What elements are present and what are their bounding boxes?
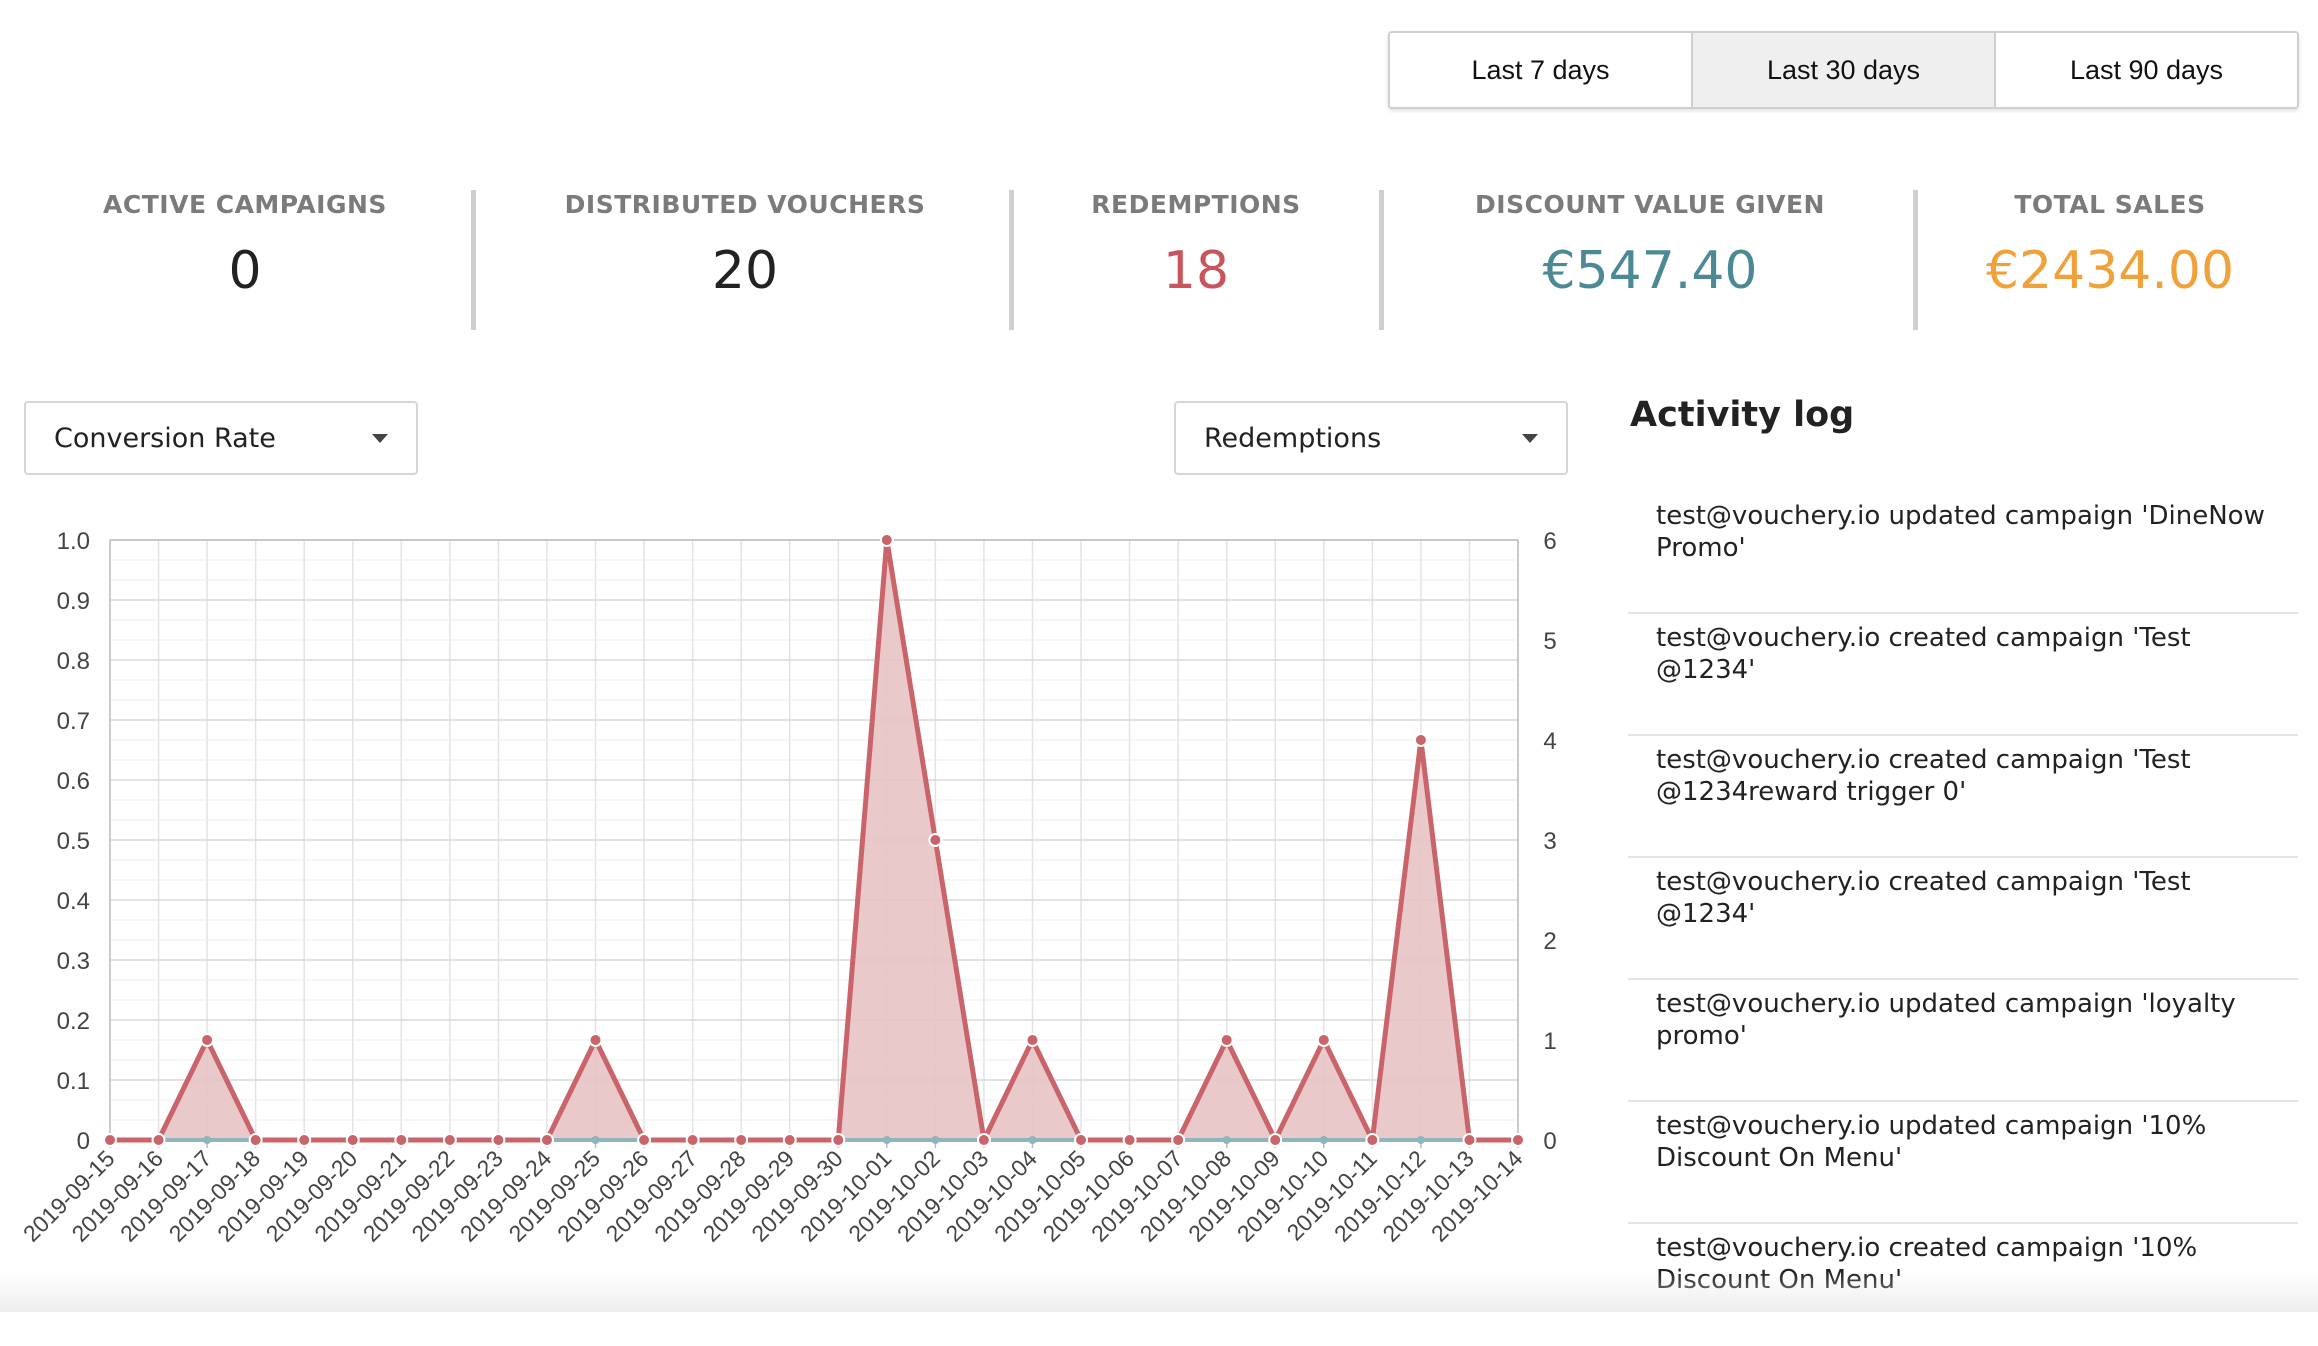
stat-value: 0 bbox=[228, 241, 262, 301]
redemptions-point bbox=[394, 1133, 409, 1147]
stat-label: TOTAL SALES bbox=[2014, 190, 2206, 219]
redemptions-point bbox=[1025, 1033, 1040, 1047]
left-axis-tick-label: 0.5 bbox=[57, 828, 90, 855]
stat-distributed-vouchers: DISTRIBUTED VOUCHERS 20 bbox=[540, 190, 950, 301]
conversion-rate-point bbox=[882, 1136, 891, 1144]
redemptions-point bbox=[297, 1133, 312, 1147]
conversion-rate-point bbox=[203, 1136, 212, 1144]
stat-divider bbox=[1009, 190, 1014, 330]
stat-label: DISTRIBUTED VOUCHERS bbox=[564, 190, 926, 219]
stat-divider bbox=[1913, 190, 1918, 330]
conversion-rate-point bbox=[1416, 1136, 1425, 1144]
activity-log-item: test@vouchery.io updated campaign '10% D… bbox=[1628, 1102, 2298, 1224]
right-axis-tick-label: 2 bbox=[1543, 928, 1556, 955]
right-axis-tick-label: 4 bbox=[1543, 728, 1556, 755]
redemptions-point bbox=[103, 1133, 117, 1147]
stat-label: ACTIVE CAMPAIGNS bbox=[103, 190, 387, 219]
redemptions-point bbox=[734, 1133, 749, 1147]
left-metric-select[interactable]: Conversion Rate bbox=[24, 401, 418, 475]
stat-label: REDEMPTIONS bbox=[1091, 190, 1301, 219]
conversion-rate-point bbox=[591, 1136, 600, 1144]
redemptions-point bbox=[1413, 733, 1428, 747]
conversion-rate-point bbox=[1222, 1136, 1231, 1144]
right-axis-tick-label: 6 bbox=[1543, 528, 1556, 555]
redemptions-point bbox=[1511, 1133, 1525, 1147]
activity-log-item: test@vouchery.io created campaign 'Test … bbox=[1628, 858, 2298, 980]
stat-divider bbox=[471, 190, 476, 330]
activity-log: Activity log test@vouchery.io updated ca… bbox=[1628, 395, 2298, 1295]
right-metric-select[interactable]: Redemptions bbox=[1174, 401, 1568, 475]
redemptions-point bbox=[1219, 1033, 1234, 1047]
left-metric-select-value: Conversion Rate bbox=[54, 422, 276, 454]
stat-value: 18 bbox=[1162, 241, 1230, 301]
redemptions-point bbox=[879, 533, 894, 547]
right-axis-tick-label: 0 bbox=[1543, 1128, 1556, 1155]
stat-active-campaigns: ACTIVE CAMPAIGNS 0 bbox=[40, 190, 450, 301]
right-axis-tick-label: 5 bbox=[1543, 628, 1556, 655]
redemptions-point bbox=[1316, 1033, 1331, 1047]
left-axis-tick-label: 0.2 bbox=[57, 1008, 90, 1035]
left-axis-tick-label: 0.8 bbox=[57, 648, 90, 675]
redemptions-point bbox=[1365, 1133, 1380, 1147]
stats-row: ACTIVE CAMPAIGNS 0 DISTRIBUTED VOUCHERS … bbox=[0, 190, 2318, 330]
redemptions-line bbox=[110, 537, 1518, 1143]
left-axis-tick-label: 0.7 bbox=[57, 708, 90, 735]
activity-log-item: test@vouchery.io created campaign 'Test … bbox=[1628, 614, 2298, 736]
redemptions-point bbox=[928, 833, 943, 847]
stat-divider bbox=[1379, 190, 1384, 330]
redemptions-point bbox=[782, 1133, 797, 1147]
redemptions-point bbox=[539, 1133, 554, 1147]
redemptions-point bbox=[685, 1133, 700, 1147]
redemptions-chart: 00.10.20.30.40.50.60.70.80.91.0012345620… bbox=[18, 528, 1557, 1247]
redemptions-point bbox=[1074, 1133, 1089, 1147]
activity-log-item: test@vouchery.io updated campaign 'loyal… bbox=[1628, 980, 2298, 1102]
right-axis-tick-label: 3 bbox=[1543, 828, 1556, 855]
conversion-rate-point bbox=[931, 1136, 940, 1144]
activity-log-item: test@vouchery.io created campaign 'Test … bbox=[1628, 736, 2298, 858]
conversion-rate-point bbox=[1028, 1136, 1037, 1144]
date-range-selector: Last 7 days Last 30 days Last 90 days bbox=[1388, 31, 2299, 109]
stat-redemptions: REDEMPTIONS 18 bbox=[1036, 190, 1356, 301]
activity-log-item: test@vouchery.io updated campaign 'DineN… bbox=[1628, 492, 2298, 614]
stat-value: €2434.00 bbox=[1985, 241, 2235, 301]
redemptions-point bbox=[1462, 1133, 1477, 1147]
redemptions-point bbox=[1122, 1133, 1137, 1147]
redemptions-point bbox=[588, 1033, 603, 1047]
last-90-days-button[interactable]: Last 90 days bbox=[1996, 33, 2297, 107]
activity-log-title: Activity log bbox=[1630, 395, 1855, 435]
stat-value: €547.40 bbox=[1542, 241, 1758, 301]
left-axis-tick-label: 0.3 bbox=[57, 948, 90, 975]
conversion-rate-point bbox=[1319, 1136, 1328, 1144]
last-7-days-button[interactable]: Last 7 days bbox=[1390, 33, 1693, 107]
caret-down-icon bbox=[372, 434, 388, 443]
left-axis-tick-label: 0.9 bbox=[57, 588, 90, 615]
stat-label: DISCOUNT VALUE GIVEN bbox=[1475, 190, 1825, 219]
stat-value: 20 bbox=[711, 241, 779, 301]
redemptions-point bbox=[1268, 1133, 1283, 1147]
left-axis-tick-label: 1.0 bbox=[57, 528, 90, 555]
left-axis-tick-label: 0.4 bbox=[57, 888, 90, 915]
stat-discount-value-given: DISCOUNT VALUE GIVEN €547.40 bbox=[1420, 190, 1880, 301]
redemptions-point bbox=[442, 1133, 457, 1147]
right-metric-select-value: Redemptions bbox=[1204, 422, 1382, 454]
redemptions-point bbox=[491, 1133, 506, 1147]
redemptions-point bbox=[200, 1033, 215, 1047]
redemptions-point bbox=[1171, 1133, 1186, 1147]
left-axis-tick-label: 0 bbox=[77, 1128, 90, 1155]
redemptions-point bbox=[151, 1133, 166, 1147]
left-axis-tick-label: 0.6 bbox=[57, 768, 90, 795]
left-axis-tick-label: 0.1 bbox=[57, 1068, 90, 1095]
redemptions-point bbox=[248, 1133, 263, 1147]
last-30-days-button[interactable]: Last 30 days bbox=[1693, 33, 1996, 107]
activity-log-list: test@vouchery.io updated campaign 'DineN… bbox=[1628, 492, 2298, 1346]
bottom-fade bbox=[0, 1272, 2318, 1312]
stat-total-sales: TOTAL SALES €2434.00 bbox=[1960, 190, 2260, 301]
redemptions-point bbox=[831, 1133, 846, 1147]
redemptions-point bbox=[637, 1133, 652, 1147]
right-axis-tick-label: 1 bbox=[1543, 1028, 1556, 1055]
caret-down-icon bbox=[1522, 434, 1538, 443]
redemptions-point bbox=[345, 1133, 360, 1147]
redemptions-point bbox=[976, 1133, 991, 1147]
